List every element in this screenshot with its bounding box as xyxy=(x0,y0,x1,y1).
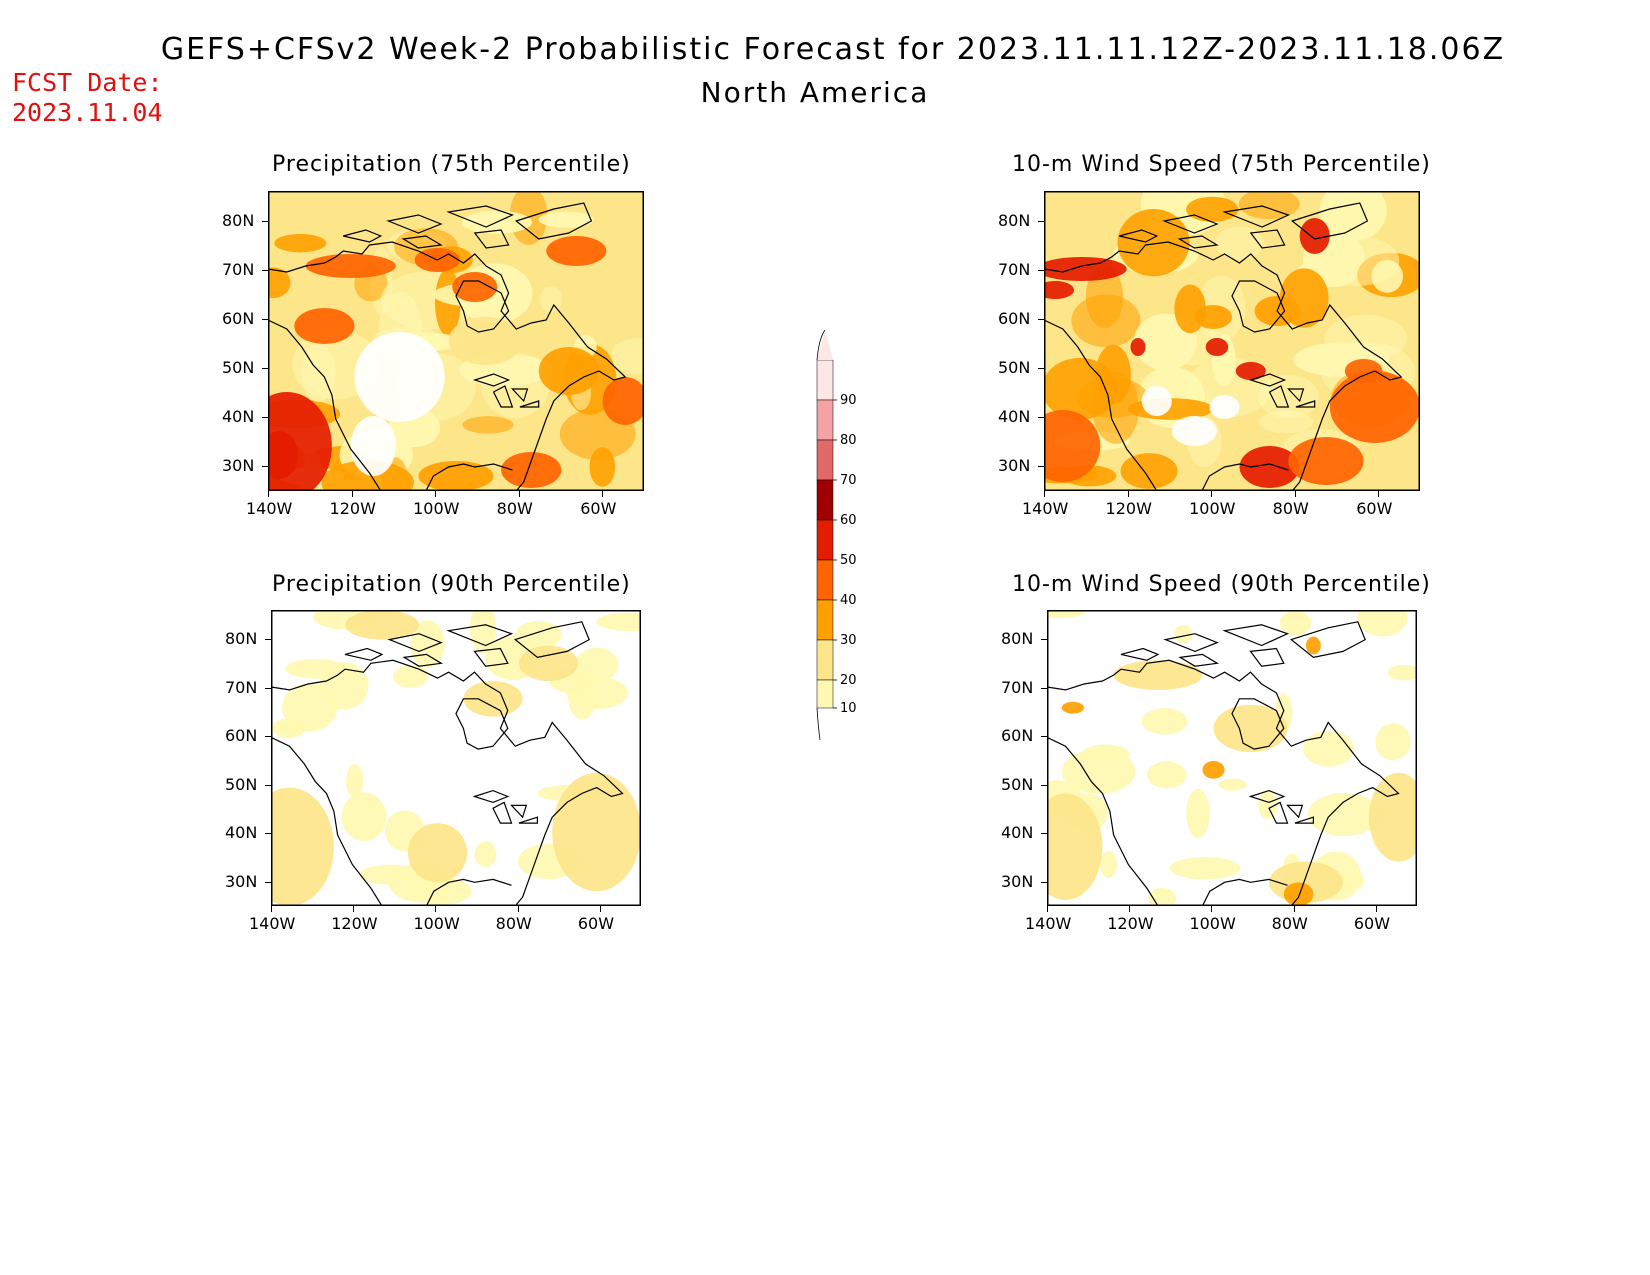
lon-tick-label: 120W xyxy=(1107,914,1154,933)
lon-tick-label: 80W xyxy=(495,914,532,933)
lat-tick-label: 60N xyxy=(998,308,1031,328)
lat-tick-label: 40N xyxy=(222,407,255,427)
lat-tick-label: 50N xyxy=(225,774,258,794)
lat-tick-label: 60N xyxy=(1001,726,1034,746)
colorbar-label: 50 xyxy=(840,553,857,568)
colorbar-label: 60 xyxy=(840,513,857,528)
lon-tick-label: 100W xyxy=(413,914,460,933)
colorbar-segment xyxy=(816,399,834,441)
lat-tick-label: 80N xyxy=(1001,629,1034,649)
forecast-date-block: FCST Date: 2023.11.04 xyxy=(12,68,163,128)
lon-tick-label: 100W xyxy=(1189,499,1236,518)
colorbar-segment xyxy=(816,479,834,521)
map-precip75 xyxy=(268,191,644,491)
lat-tick-label: 60N xyxy=(225,726,258,746)
lat-tick-label: 40N xyxy=(998,407,1031,427)
lat-tick-label: 60N xyxy=(222,308,255,328)
lat-tick-label: 40N xyxy=(1001,823,1034,843)
lon-tick-label: 140W xyxy=(1022,499,1069,518)
lat-tick-label: 30N xyxy=(998,456,1031,476)
colorbar-label: 30 xyxy=(840,633,857,648)
panel-title-wind90: 10-m Wind Speed (90th Percentile) xyxy=(1012,572,1431,597)
lon-tick-label: 80W xyxy=(496,499,533,518)
colorbar-label: 10 xyxy=(840,701,857,716)
lon-tick-label: 140W xyxy=(249,914,296,933)
lon-tick-label: 100W xyxy=(1189,914,1236,933)
map-wind75 xyxy=(1044,191,1420,491)
lon-tick-label: 120W xyxy=(1105,499,1152,518)
lat-tick-label: 30N xyxy=(1001,871,1034,891)
lon-tick-label: 100W xyxy=(413,499,460,518)
lat-tick-label: 50N xyxy=(1001,774,1034,794)
region-subtitle: North America xyxy=(700,76,930,109)
lon-tick-label: 140W xyxy=(246,499,293,518)
lat-tick-label: 30N xyxy=(222,456,255,476)
lat-tick-label: 80N xyxy=(222,210,255,230)
lon-tick-label: 60W xyxy=(1353,914,1391,933)
lat-tick-label: 70N xyxy=(222,259,255,279)
colorbar-segment xyxy=(816,439,834,481)
lat-tick-label: 70N xyxy=(1001,677,1034,697)
map-precip90 xyxy=(271,610,641,906)
lat-tick-label: 70N xyxy=(225,677,258,697)
lat-tick-label: 70N xyxy=(998,259,1031,279)
lat-tick-label: 50N xyxy=(998,358,1031,378)
main-title: GEFS+CFSv2 Week-2 Probabilistic Forecast… xyxy=(160,32,1506,67)
lon-tick-label: 120W xyxy=(329,499,376,518)
fcst-date-label: FCST Date: xyxy=(12,68,163,97)
colorbar-segment xyxy=(816,639,834,681)
panel-title-wind75: 10-m Wind Speed (75th Percentile) xyxy=(1012,152,1431,177)
colorbar-label: 90 xyxy=(840,393,857,408)
lon-tick-label: 80W xyxy=(1271,914,1308,933)
lat-tick-label: 50N xyxy=(222,358,255,378)
colorbar-label: 20 xyxy=(840,673,857,688)
colorbar-label: 40 xyxy=(840,593,857,608)
lon-tick-label: 140W xyxy=(1025,914,1072,933)
panel-title-precip90: Precipitation (90th Percentile) xyxy=(272,572,631,597)
colorbar: 10 20 30 40 50 60 70 80 90 xyxy=(816,330,857,741)
lon-tick-label: 60W xyxy=(577,914,615,933)
panel-title-precip75: Precipitation (75th Percentile) xyxy=(272,152,631,177)
colorbar-segment xyxy=(816,519,834,561)
colorbar-segment xyxy=(816,599,834,641)
lat-tick-label: 80N xyxy=(998,210,1031,230)
lat-tick-label: 80N xyxy=(225,629,258,649)
fcst-date-value: 2023.11.04 xyxy=(12,98,163,127)
lat-tick-label: 30N xyxy=(225,871,258,891)
colorbar-segment xyxy=(816,359,834,401)
lon-tick-label: 80W xyxy=(1272,499,1309,518)
lon-tick-label: 120W xyxy=(331,914,378,933)
colorbar-segment xyxy=(816,559,834,601)
lon-tick-label: 60W xyxy=(1356,499,1393,518)
map-wind90 xyxy=(1047,610,1417,906)
lat-tick-label: 40N xyxy=(225,823,258,843)
lon-tick-label: 60W xyxy=(580,499,617,518)
colorbar-label: 70 xyxy=(840,473,857,488)
colorbar-label: 80 xyxy=(840,433,857,448)
